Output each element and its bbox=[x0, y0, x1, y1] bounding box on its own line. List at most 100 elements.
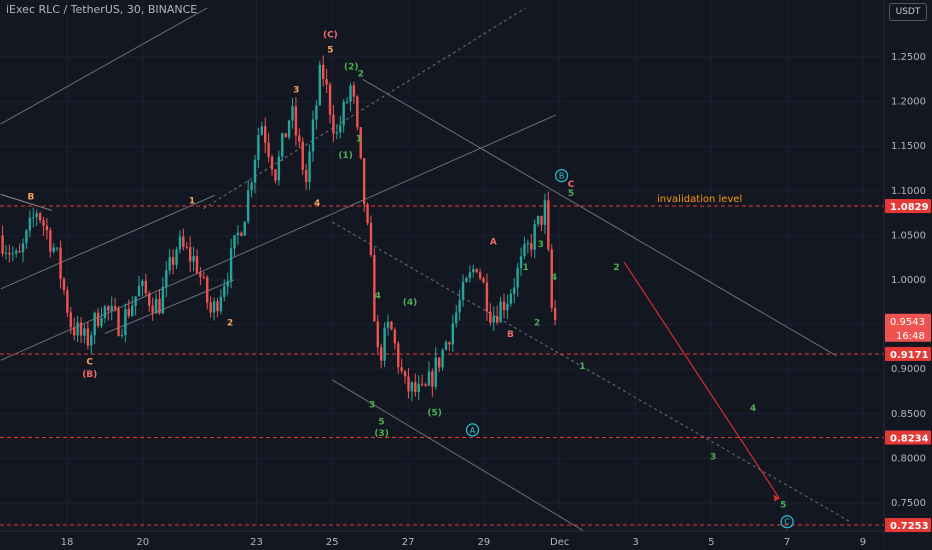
candle-body bbox=[455, 312, 458, 324]
candle-body bbox=[15, 251, 18, 254]
candle-body bbox=[519, 256, 523, 269]
candle-body bbox=[216, 301, 219, 312]
wave-label: 2 bbox=[358, 70, 364, 80]
candle-body bbox=[526, 243, 530, 245]
candle-body bbox=[212, 301, 216, 313]
wave-label: 5 bbox=[378, 418, 384, 428]
wave-label: 4 bbox=[750, 404, 756, 414]
wave-label: 1 bbox=[579, 362, 585, 372]
candle-body bbox=[103, 306, 107, 319]
symbol-title: iExec RLC / TetherUS, 30, BINANCE bbox=[6, 3, 198, 16]
candle-body bbox=[444, 342, 448, 350]
candle-body bbox=[369, 222, 373, 256]
wave-circle-label: C bbox=[784, 518, 790, 527]
candle-body bbox=[345, 101, 349, 103]
y-tick-label: 1.1000 bbox=[891, 186, 926, 197]
wave-label: 3 bbox=[369, 401, 375, 411]
y-tick-label: 0.8000 bbox=[891, 453, 926, 464]
x-tick-label: 27 bbox=[402, 537, 415, 548]
wave-label: (B) bbox=[82, 370, 97, 380]
candle-body bbox=[315, 105, 318, 120]
candle-body bbox=[386, 321, 390, 328]
x-tick-label: 7 bbox=[784, 537, 790, 548]
candle-body bbox=[52, 247, 55, 252]
candle-body bbox=[154, 298, 158, 314]
candle-body bbox=[257, 134, 260, 160]
candle-body bbox=[161, 286, 165, 314]
candle-body bbox=[540, 215, 543, 225]
candle-body bbox=[407, 376, 410, 392]
wave-label: (5) bbox=[427, 409, 442, 419]
candle-body bbox=[49, 230, 52, 252]
candle-body bbox=[332, 114, 335, 134]
candle-body bbox=[441, 349, 444, 368]
candle-body bbox=[547, 200, 550, 250]
candle-body bbox=[240, 232, 243, 236]
invalidation-level-note: invalidation level bbox=[657, 194, 742, 205]
candle-body bbox=[465, 278, 468, 282]
candle-body bbox=[530, 243, 533, 250]
wedge-upper-line bbox=[0, 194, 216, 290]
y-axis-panel bbox=[884, 0, 932, 550]
candle-body bbox=[229, 248, 233, 282]
candle-body bbox=[35, 213, 38, 218]
candle-body bbox=[437, 357, 441, 368]
projection-arrow-head bbox=[773, 494, 780, 502]
x-tick-label: 20 bbox=[136, 537, 149, 548]
candle-body bbox=[110, 306, 113, 311]
candle-body bbox=[253, 159, 257, 183]
candle-body bbox=[410, 382, 414, 392]
candle-body bbox=[362, 158, 366, 205]
candle-body bbox=[451, 323, 455, 345]
candle-body bbox=[62, 278, 66, 291]
candle-body bbox=[182, 236, 185, 247]
candle-body bbox=[137, 285, 141, 297]
candle-body bbox=[246, 190, 250, 222]
candle-body bbox=[390, 321, 393, 330]
x-tick-label: 29 bbox=[478, 537, 491, 548]
candle-body bbox=[516, 268, 519, 288]
candle-body bbox=[431, 371, 434, 387]
candle-body bbox=[236, 232, 240, 236]
wave-label: 3 bbox=[293, 86, 299, 96]
candle-body bbox=[397, 343, 400, 368]
x-axis-panel bbox=[0, 531, 884, 550]
wave-circle bbox=[554, 169, 569, 183]
candle-body bbox=[66, 290, 69, 313]
candle-body bbox=[1, 235, 4, 254]
wave-circle bbox=[780, 515, 794, 529]
wave-label: (C) bbox=[323, 30, 338, 40]
candle-body bbox=[267, 142, 270, 157]
candle-body bbox=[202, 276, 206, 278]
wave-label: C bbox=[86, 358, 93, 368]
wave-label: (1) bbox=[338, 151, 353, 161]
candle-body bbox=[543, 200, 547, 225]
candle-body bbox=[11, 253, 15, 255]
candle-body bbox=[86, 328, 90, 346]
candle-body bbox=[403, 371, 407, 377]
currency-button[interactable]: USDT bbox=[889, 3, 927, 21]
level-price-tag bbox=[885, 346, 931, 361]
candle-body bbox=[260, 126, 264, 135]
level-price-label: 1.0829 bbox=[890, 202, 929, 213]
candle-body bbox=[509, 293, 513, 304]
descending-channel-mid bbox=[332, 221, 852, 524]
current-price-label: 0.9543 bbox=[890, 317, 925, 328]
wave-label: 3 bbox=[710, 452, 716, 462]
wave-label: 5 bbox=[327, 46, 333, 56]
wave-label: 4 bbox=[375, 292, 381, 302]
candle-body bbox=[223, 286, 226, 297]
candle-body bbox=[304, 169, 308, 183]
candle-body bbox=[158, 298, 161, 314]
upper-channel-line bbox=[0, 7, 208, 125]
candle-body bbox=[342, 101, 345, 126]
candle-body bbox=[73, 327, 76, 336]
wave-label: C bbox=[568, 180, 575, 190]
candle-body bbox=[206, 276, 209, 303]
candle-body bbox=[308, 151, 311, 183]
candle-body bbox=[264, 126, 267, 143]
x-tick-label: Dec bbox=[550, 537, 569, 548]
candle-body bbox=[55, 247, 59, 249]
